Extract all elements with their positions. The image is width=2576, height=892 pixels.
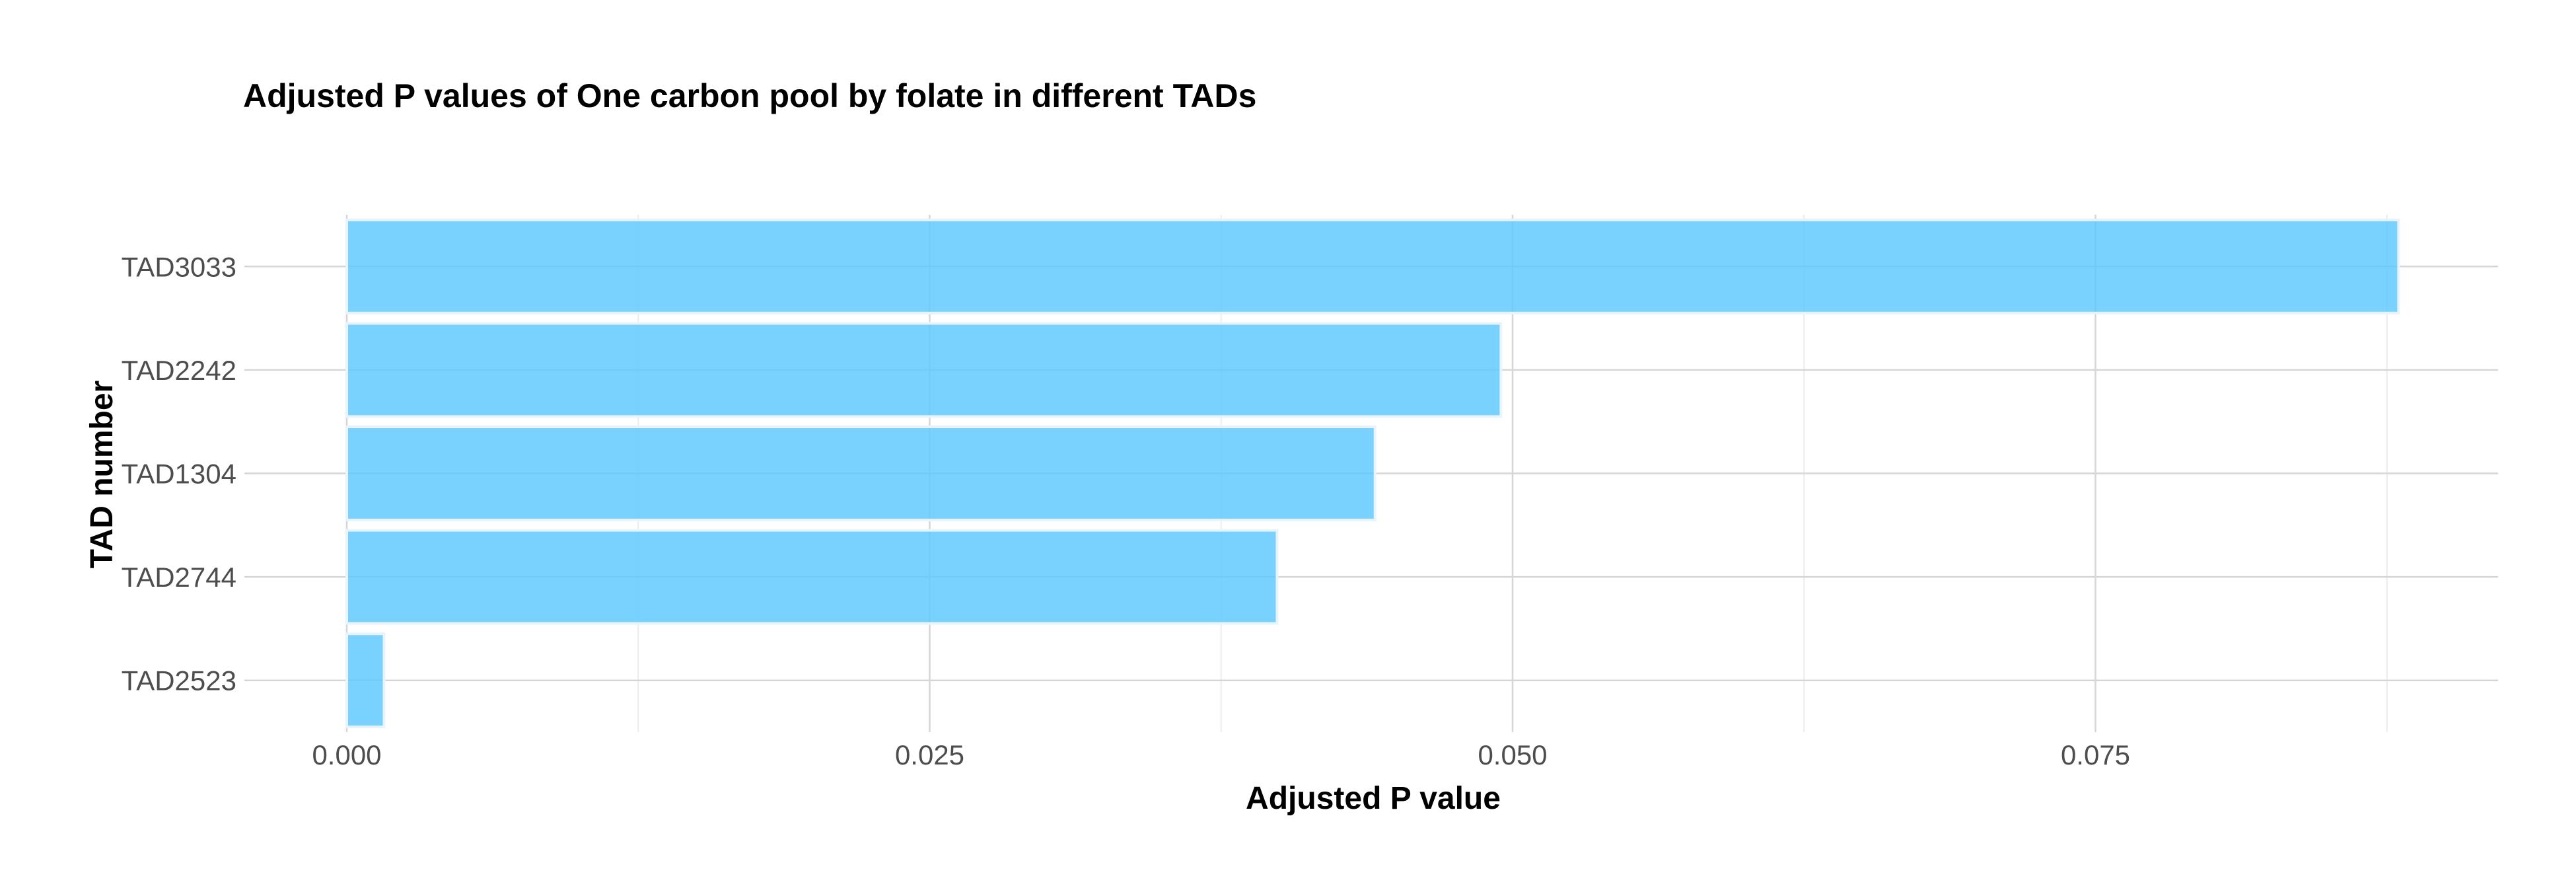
y-axis-title: TAD number xyxy=(85,381,120,568)
bar-tad2242 xyxy=(345,322,1503,418)
x-tick-label: 0.000 xyxy=(312,739,381,770)
bar-tad3033 xyxy=(345,218,2400,315)
chart-title: Adjusted P values of One carbon pool by … xyxy=(243,77,1256,114)
y-tick-label: TAD1304 xyxy=(122,459,236,490)
x-axis-title: Adjusted P value xyxy=(1246,781,1501,816)
y-tick-labels: TAD3033 TAD2242 TAD1304 TAD2744 TAD2523 xyxy=(122,251,236,696)
bar-tad2744 xyxy=(345,529,1279,625)
bars xyxy=(345,218,2400,729)
y-tick-label: TAD2744 xyxy=(122,562,236,593)
x-tick-label: 0.050 xyxy=(1478,739,1547,770)
x-tick-label: 0.025 xyxy=(895,739,964,770)
y-tick-label: TAD2523 xyxy=(122,665,236,696)
x-tick-label: 0.075 xyxy=(2061,739,2130,770)
x-tick-labels: 0.000 0.025 0.050 0.075 xyxy=(312,739,2130,770)
y-tick-label: TAD3033 xyxy=(122,251,236,282)
y-tick-label: TAD2242 xyxy=(122,355,236,386)
bar-tad2523 xyxy=(345,632,386,729)
bar-tad1304 xyxy=(345,426,1377,521)
